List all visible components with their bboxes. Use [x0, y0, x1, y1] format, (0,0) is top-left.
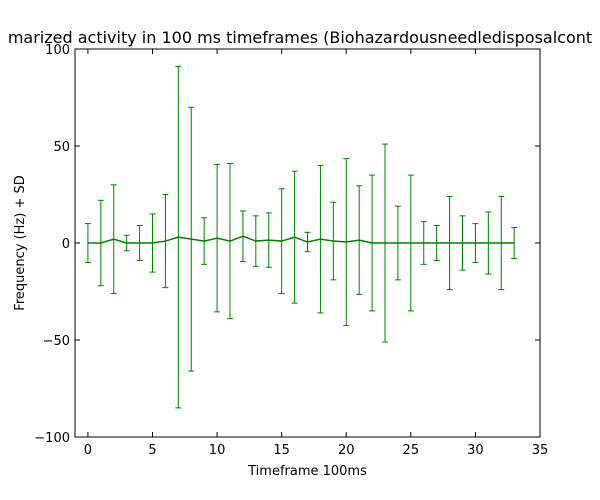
- series-line: [87, 235, 515, 244]
- x-tick-label: 15: [273, 443, 290, 458]
- x-axis-label: Timeframe 100ms: [247, 464, 367, 479]
- chart-title: marized activity in 100 ms timeframes (B…: [8, 28, 592, 47]
- y-tick-label: 50: [53, 140, 70, 155]
- plot-frame: [74, 48, 541, 438]
- y-axis-label: Frequency (Hz) + SD: [13, 175, 28, 310]
- y-tick-label: −100: [34, 431, 70, 446]
- x-tick-label: 30: [467, 443, 484, 458]
- y-tick-label: −50: [43, 334, 70, 349]
- x-tick-label: 35: [532, 443, 549, 458]
- x-tick-label: 10: [209, 443, 226, 458]
- x-tick-label: 20: [338, 443, 355, 458]
- x-tick-label: 25: [403, 443, 420, 458]
- y-tick-label: 0: [62, 237, 70, 252]
- series-line-group: [87, 235, 515, 244]
- axis-ticks: 0 5 10 15 20 25 30 35 −100 −50 0 50 100: [34, 43, 548, 458]
- y-tick-label: 100: [45, 43, 70, 58]
- x-tick-label: 5: [148, 443, 156, 458]
- x-tick-label: 0: [84, 443, 92, 458]
